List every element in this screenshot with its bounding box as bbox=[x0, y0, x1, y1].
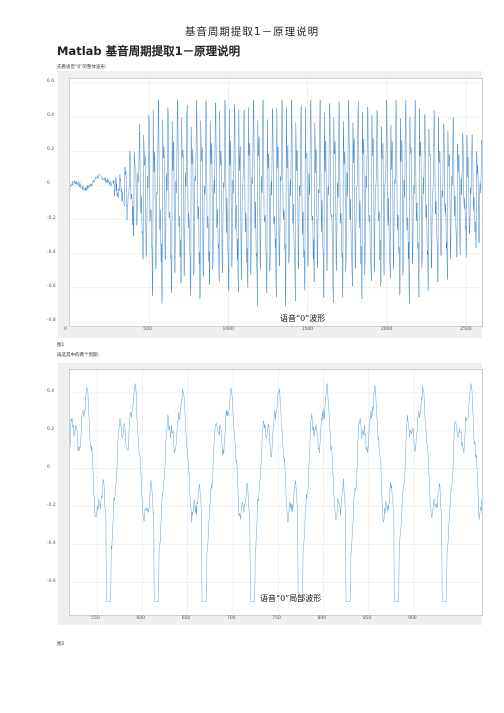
x-tick-label: 500 bbox=[143, 327, 152, 332]
x-tick-label: 900 bbox=[408, 616, 417, 621]
y-tick-label: -0.2 bbox=[47, 215, 56, 221]
y-tick-label: 0 bbox=[47, 464, 50, 470]
y-tick-label: 0.2 bbox=[47, 147, 55, 153]
waveform-svg-2 bbox=[70, 370, 482, 615]
waveform-series bbox=[70, 99, 482, 307]
y-tick-label: 0.2 bbox=[47, 426, 55, 432]
figure-1: 语音“0”波形 0.6 0.4 0.2 0 -0.2 -0.4 -0.6 -0.8 0 500 10… bbox=[47, 71, 483, 338]
y-tick-label: -0.4 bbox=[47, 540, 56, 546]
caption-2: 再选其中的两个周期: bbox=[57, 353, 100, 358]
y-tick-label: -0.8 bbox=[47, 318, 56, 323]
waveform-svg-1 bbox=[70, 79, 482, 326]
y-tick-label: 0.6 bbox=[47, 79, 55, 84]
x-tick-label: 0 bbox=[64, 327, 67, 332]
waveform-series bbox=[70, 383, 482, 602]
y-tick-label: 0.4 bbox=[47, 388, 55, 394]
x-tick-label: 800 bbox=[317, 616, 327, 621]
x-tick-label: 1000 bbox=[222, 327, 234, 332]
y-tick-label: -0.2 bbox=[47, 502, 56, 508]
x-tick-label: 1500 bbox=[301, 327, 314, 332]
y-tick-label: 0 bbox=[47, 181, 50, 187]
y-tick-label: -0.6 bbox=[47, 578, 56, 584]
figure-label-2: 图2 bbox=[57, 642, 65, 647]
y-tick-label: -0.4 bbox=[47, 249, 56, 255]
x-tick-label: 850 bbox=[362, 616, 372, 621]
plot-area-1: 语音“0”波形 bbox=[69, 78, 483, 327]
y-tick-label: -0.6 bbox=[47, 283, 56, 289]
y-tick-label: 0.4 bbox=[47, 113, 55, 119]
plot-annotation-1: 语音“0”波形 bbox=[280, 314, 326, 323]
x-tick-label: 750 bbox=[272, 616, 281, 621]
x-tick-label: 700 bbox=[226, 616, 236, 621]
x-tick-label: 2500 bbox=[460, 327, 472, 332]
figure-2: 语音“0”局部波形 0.4 0.2 0 -0.2 -0.4 -0.6 550 600 650 70… bbox=[47, 363, 483, 625]
x-tick-label: 650 bbox=[181, 616, 191, 621]
document-title: 基音周期提取1－原理说明 bbox=[184, 26, 320, 38]
plot-annotation-2: 语音“0”局部波形 bbox=[260, 594, 322, 603]
x-tick-label: 600 bbox=[136, 616, 146, 621]
figure-label-1: 图1 bbox=[57, 343, 65, 348]
caption-1: 先看语音“0”的整体波形: bbox=[57, 65, 107, 70]
article-heading: Matlab 基音周期提取1－原理说明 bbox=[57, 44, 241, 58]
x-tick-label: 2000 bbox=[380, 327, 393, 332]
x-tick-label: 550 bbox=[91, 616, 100, 621]
plot-area-2: 语音“0”局部波形 bbox=[69, 369, 483, 616]
